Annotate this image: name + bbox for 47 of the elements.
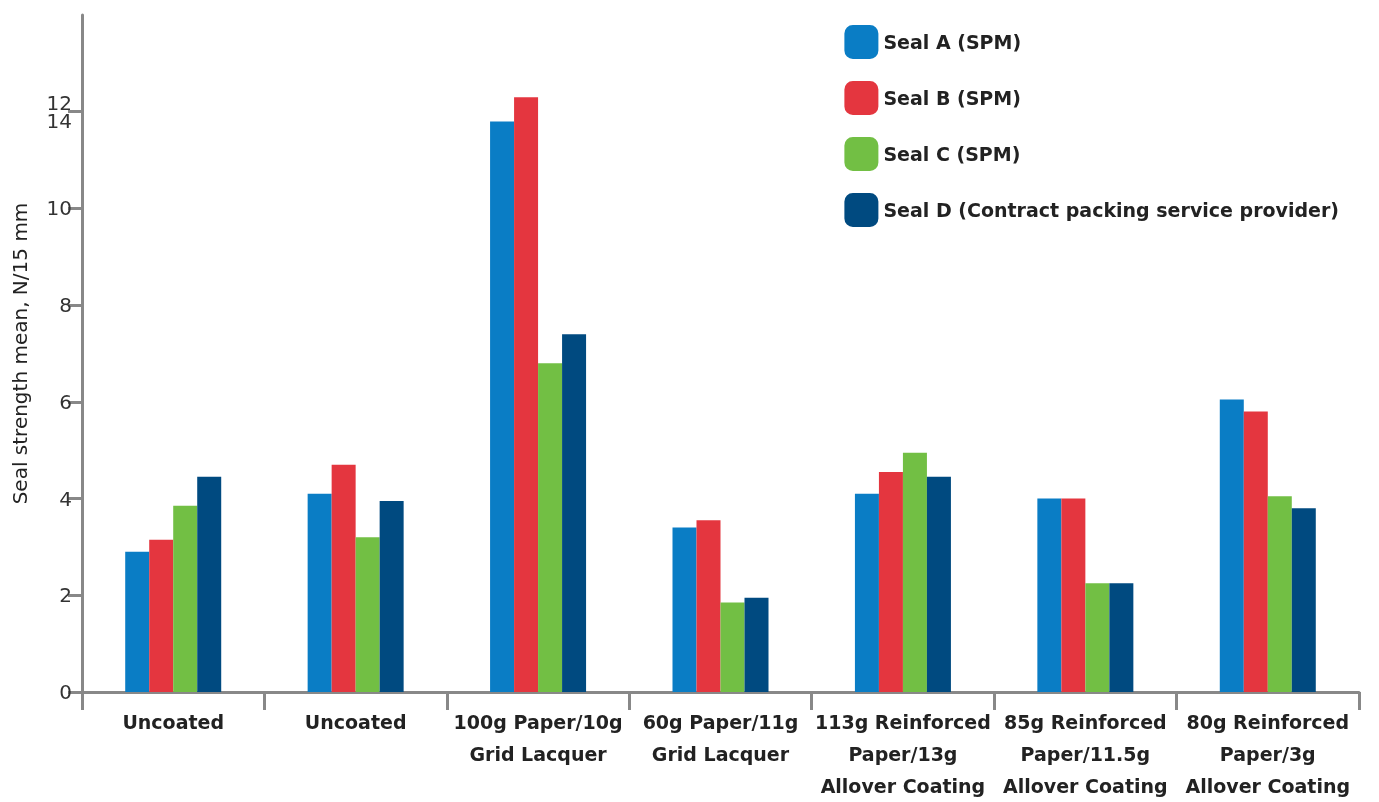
bar	[562, 334, 587, 692]
legend-label: Seal D (Contract packing service provider)	[883, 199, 1340, 221]
bar	[1243, 411, 1268, 692]
bar	[490, 121, 515, 692]
bar	[1267, 496, 1292, 692]
bar	[125, 551, 150, 692]
legend-label: Seal A (SPM)	[883, 31, 1022, 53]
x-tick-label: 60g Paper/11g Grid Lacquer	[642, 711, 799, 765]
bar	[331, 464, 356, 692]
y-tick-label: 6	[59, 389, 72, 414]
bar	[672, 527, 697, 692]
bar	[538, 363, 563, 692]
y-tick-label: 12 14	[46, 90, 72, 133]
y-tick-label: 8	[59, 293, 72, 318]
bar	[149, 539, 174, 692]
bar	[307, 493, 332, 692]
bar	[197, 476, 222, 692]
bar	[173, 505, 198, 692]
bar	[1291, 508, 1316, 692]
x-tick-label: 80g Reinforced Paper/3g Allover Coating	[1185, 711, 1351, 797]
bar	[514, 97, 539, 692]
x-tick-label: 85g Reinforced Paper/11.5g Allover Coating	[1003, 711, 1168, 797]
y-tick-label: 4	[59, 486, 72, 511]
legend-label: Seal C (SPM)	[883, 143, 1021, 165]
bar	[902, 452, 927, 692]
bar	[1061, 498, 1086, 692]
bar	[696, 520, 721, 692]
bar	[720, 602, 745, 692]
bar	[926, 476, 951, 692]
bar	[1037, 498, 1062, 692]
bar	[355, 537, 380, 692]
bar	[1085, 583, 1110, 692]
legend-label: Seal B (SPM)	[883, 87, 1021, 109]
bar	[379, 500, 404, 692]
y-tick-label: 10	[46, 196, 72, 221]
bar	[854, 493, 879, 692]
bar	[878, 471, 903, 692]
x-tick-label: Uncoated	[122, 711, 225, 733]
x-tick-label: 100g Paper/10g Grid Lacquer	[453, 711, 623, 765]
y-tick-label: 2	[59, 583, 72, 608]
bar	[1109, 583, 1134, 692]
x-tick-label: Uncoated	[304, 711, 407, 733]
y-tick-label: 0	[59, 680, 72, 704]
bar	[1219, 399, 1244, 692]
bar	[744, 597, 769, 692]
x-tick-label: 113g Reinforced Paper/13g Allover Coating	[814, 711, 991, 797]
y-axis-title: Seal strength mean, N/15 mm	[8, 202, 32, 505]
